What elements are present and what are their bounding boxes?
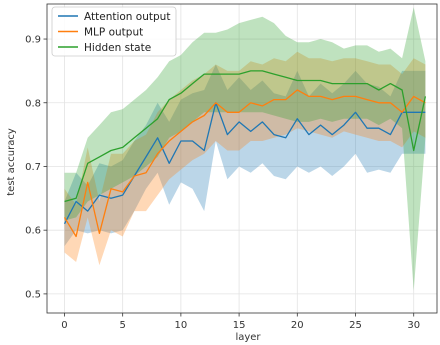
x-tick-label: 20 [291, 320, 304, 331]
x-tick-label: 25 [349, 320, 362, 331]
gridlines [47, 4, 437, 313]
attention-output-band [64, 64, 426, 247]
series-lines [63, 70, 427, 238]
x-tick-label: 10 [175, 320, 188, 331]
axes: 0 5 10 15 20 25 30 0.5 0.6 0.7 0.8 0.9 [25, 3, 438, 331]
axis-frame [46, 3, 438, 314]
y-tick-label: 0.9 [25, 35, 41, 46]
y-axis-label: test accuracy [6, 128, 17, 196]
attention-output-line [63, 102, 426, 225]
x-tick-label: 0 [61, 320, 67, 331]
mlp-output-line [63, 89, 426, 238]
y-tick-label: 0.8 [25, 98, 41, 109]
x-tick-label: 5 [119, 320, 125, 331]
legend-label: Attention output [84, 11, 170, 23]
x-tick-label: 15 [233, 320, 246, 331]
y-tick-label: 0.6 [25, 226, 41, 237]
hidden-state-line [64, 70, 427, 203]
confidence-bands [64, 7, 426, 291]
legend-label: MLP output [84, 27, 143, 39]
mlp-output-band [64, 51, 426, 266]
hidden-state-band [64, 7, 426, 291]
y-tick-label: 0.7 [25, 162, 41, 173]
legend-box [51, 6, 177, 57]
legend: Attention output MLP output Hidden state [51, 6, 177, 57]
y-tick-label: 0.5 [25, 289, 41, 300]
x-axis-label: layer [235, 332, 261, 343]
x-tick-label: 30 [407, 320, 420, 331]
legend-label: Hidden state [84, 42, 151, 54]
